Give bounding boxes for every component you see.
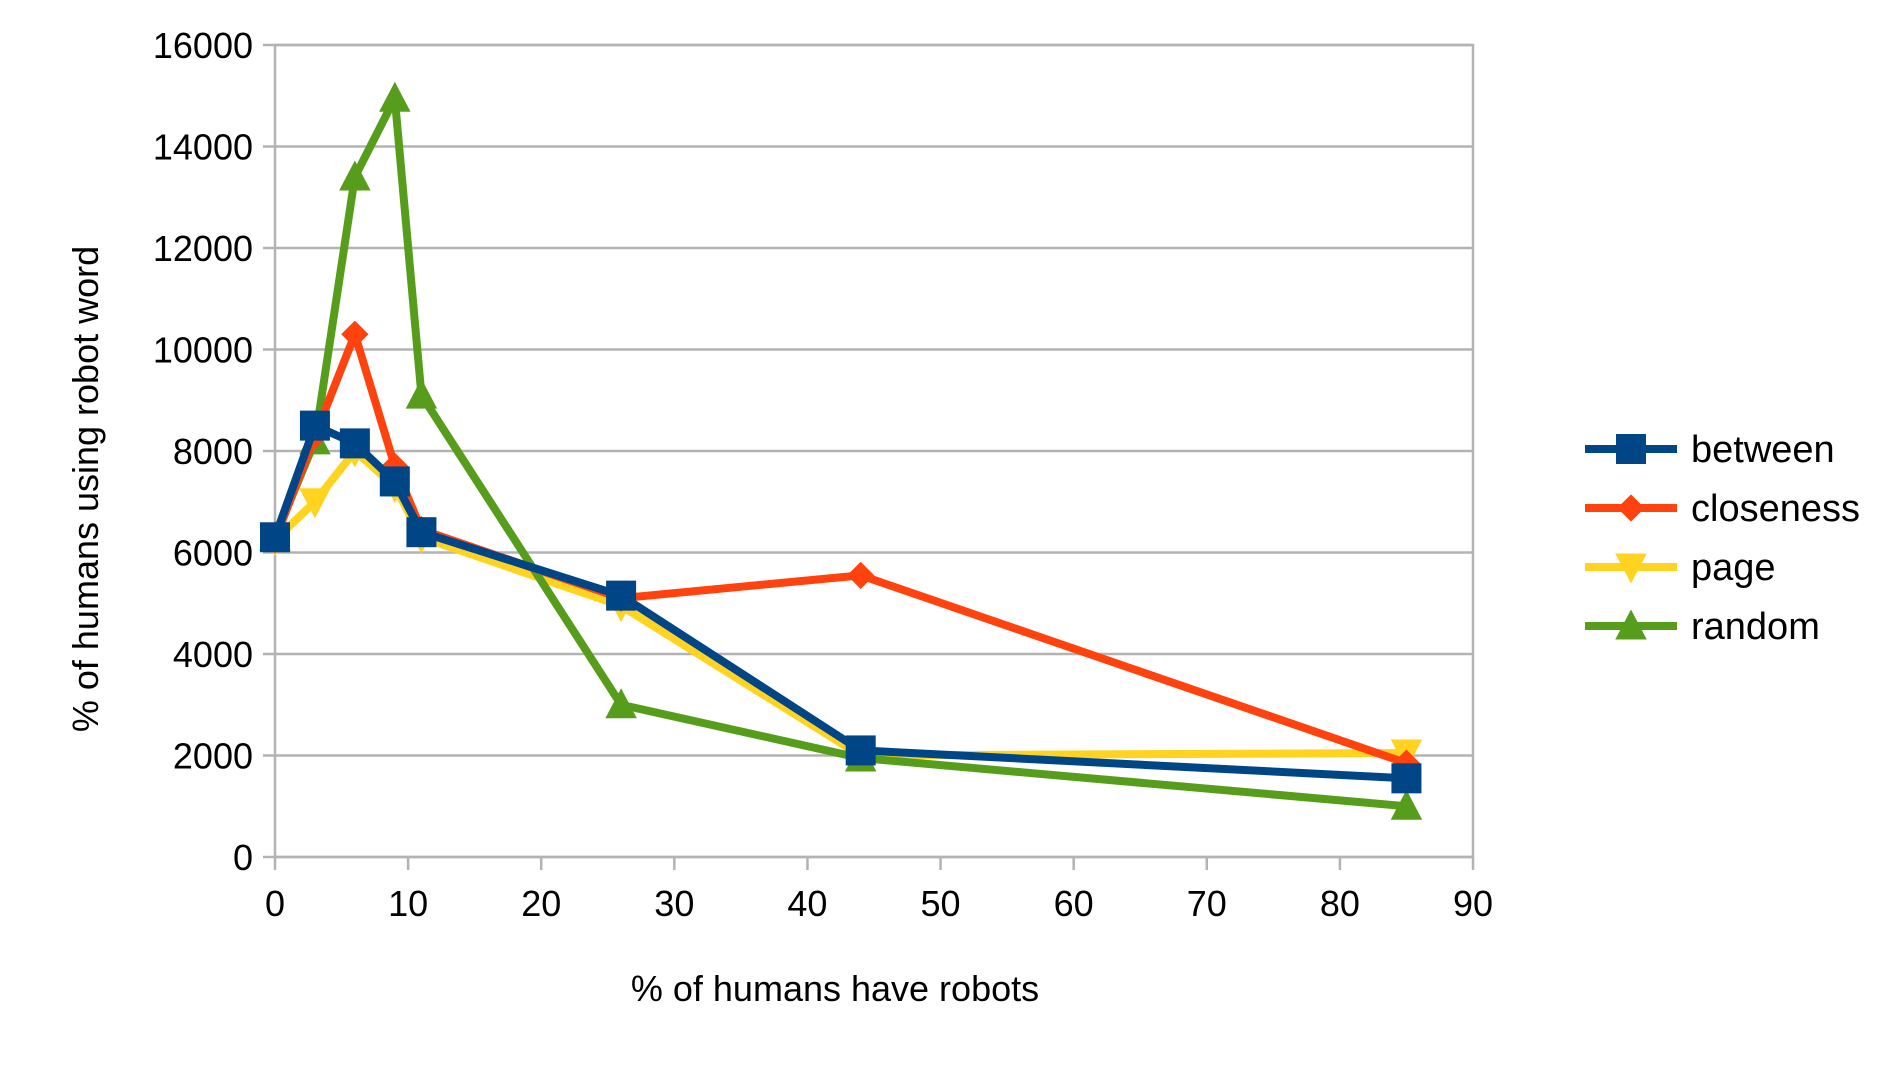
legend-swatch-marker [1616, 434, 1646, 464]
y-tick-label: 8000 [173, 431, 253, 472]
data-point-random [339, 160, 371, 191]
data-point-closeness [1392, 749, 1421, 777]
x-tick-label: 50 [921, 883, 961, 924]
legend-label: page [1691, 547, 1776, 589]
data-point-page [299, 488, 331, 519]
legend-label: closeness [1691, 488, 1860, 530]
y-tick-label: 6000 [173, 533, 253, 574]
data-point-between [406, 517, 437, 548]
x-tick-label: 90 [1453, 883, 1493, 924]
x-tick-label: 80 [1320, 883, 1360, 924]
plot-frame [273, 43, 1475, 859]
y-axis-title: % of humans using robot word [65, 246, 106, 732]
legend-swatch-marker [1615, 553, 1647, 584]
x-tick-label: 70 [1187, 883, 1227, 924]
data-point-between [606, 580, 637, 611]
data-point-closeness [341, 320, 369, 348]
legend: between closeness page random [1585, 429, 1860, 648]
legend-item-closeness: closeness [1585, 488, 1860, 530]
x-tick-label: 10 [388, 883, 428, 924]
legend-swatch-marker [1615, 609, 1647, 640]
legend-swatch-marker [1617, 494, 1645, 522]
data-point-between [299, 410, 330, 441]
data-point-closeness [847, 561, 875, 589]
y-tick-label: 2000 [173, 736, 253, 777]
series-closeness [261, 320, 1421, 777]
data-point-random [605, 688, 637, 719]
data-point-between [379, 466, 410, 497]
y-tick-label: 12000 [153, 228, 253, 269]
series-page [259, 437, 1423, 772]
data-point-between [339, 428, 370, 459]
legend-item-between: between [1585, 429, 1835, 471]
series-between [260, 410, 1422, 794]
data-point-between [845, 735, 876, 766]
series-line-page [271, 447, 1411, 760]
x-tick-label: 60 [1054, 883, 1094, 924]
x-tick-label: 40 [787, 883, 827, 924]
x-tick-label: 30 [654, 883, 694, 924]
y-tick-label: 0 [233, 837, 253, 878]
legend-label: between [1691, 429, 1835, 471]
legend-label: random [1691, 606, 1820, 648]
data-point-random [1390, 789, 1423, 820]
x-tick-label: 0 [265, 883, 285, 924]
data-point-random [405, 378, 438, 409]
y-tick-label: 14000 [153, 127, 253, 168]
data-point-between [260, 522, 290, 553]
tick-labels: 0 2000 4000 6000 8000 10000 12000 14000 16000 0 10… [153, 25, 1493, 924]
legend-item-random: random [1585, 606, 1820, 648]
data-point-between [1391, 763, 1422, 794]
y-tick-label: 10000 [153, 330, 253, 371]
axes [263, 43, 1475, 870]
y-tick-label: 4000 [173, 634, 253, 675]
series [259, 81, 1423, 820]
y-tick-label: 16000 [153, 25, 253, 66]
data-point-random [379, 81, 411, 112]
legend-item-page: page [1585, 547, 1776, 589]
series-line-random [271, 94, 1411, 811]
x-axis-title: % of humans have robots [631, 968, 1039, 1009]
x-tick-label: 20 [521, 883, 561, 924]
series-line-between [271, 421, 1411, 783]
